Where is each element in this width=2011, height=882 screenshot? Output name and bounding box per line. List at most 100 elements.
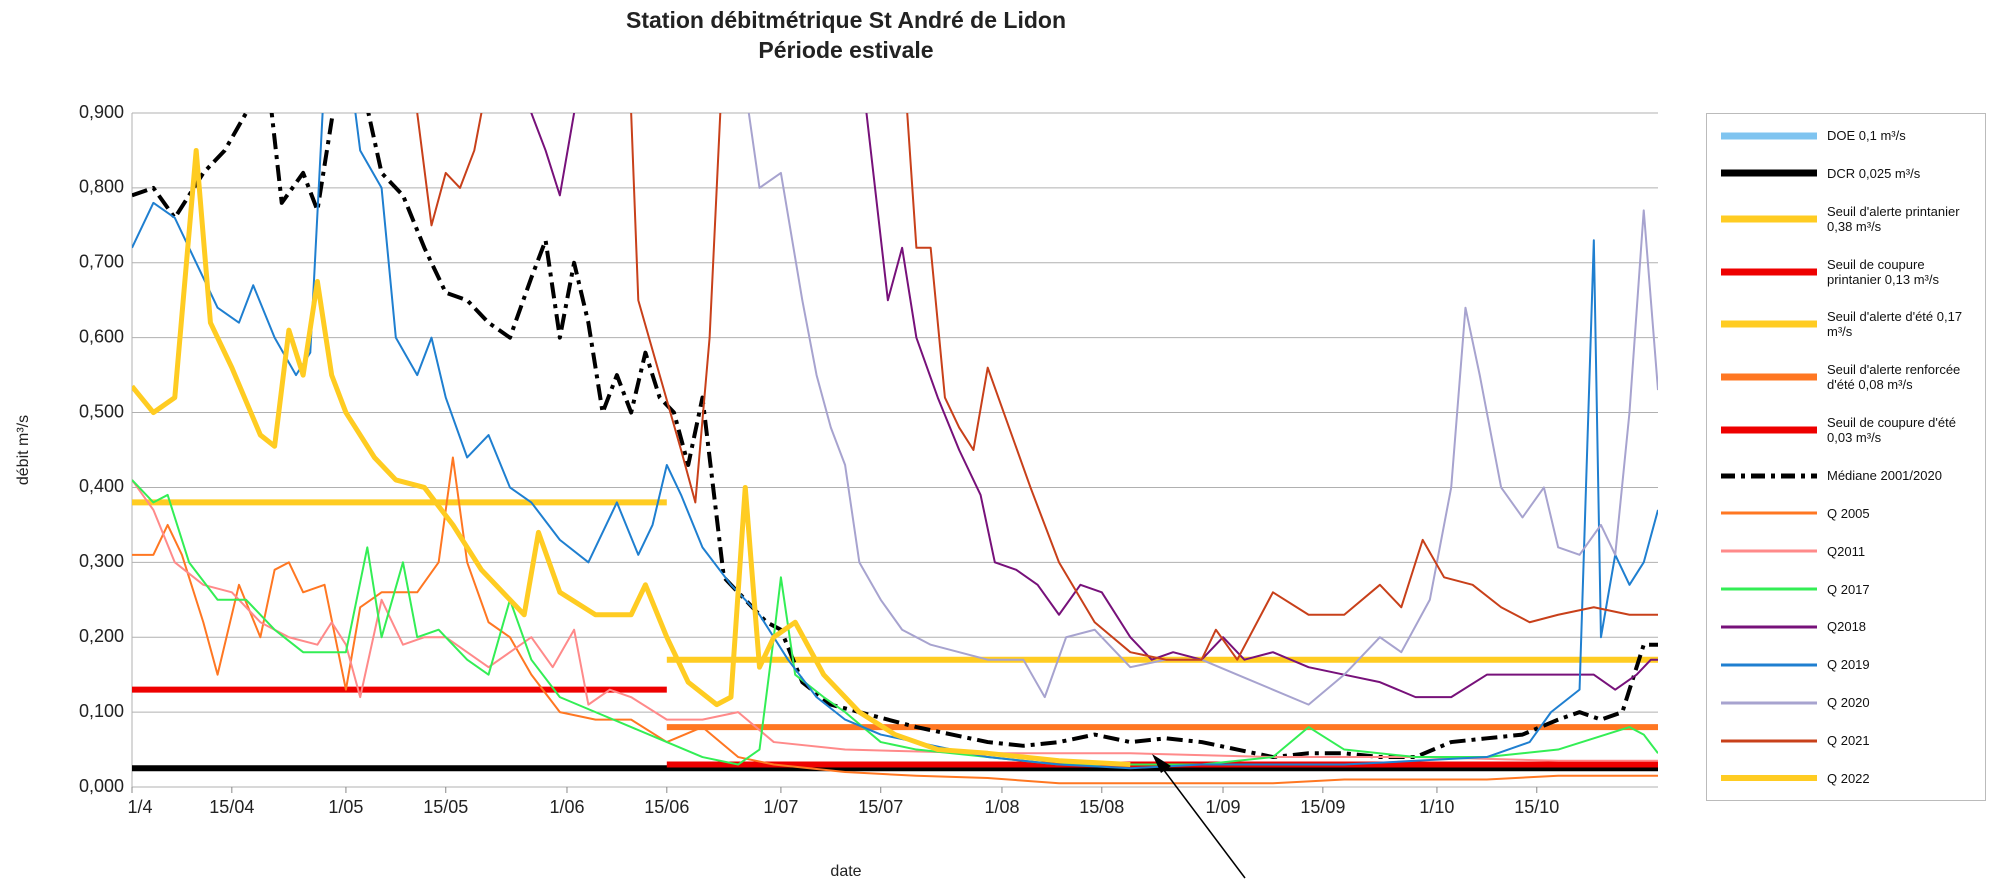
legend-swatch <box>1717 372 1821 382</box>
legend-label: Seuil d'alerte printanier 0,38 m³/s <box>1827 203 1960 234</box>
legend-label: Seuil de coupure d'été 0,03 m³/s <box>1827 415 1956 446</box>
x-tick-label: 1/4 <box>127 797 152 817</box>
legend-swatch <box>1717 319 1821 329</box>
x-tick-label: 1/08 <box>984 797 1019 817</box>
grid: 0,000 0,100 0,200 0,300 0,400 0,500 0,600 0,700… <box>79 102 1658 817</box>
legend-item: Seuil de coupure d'été 0,03 m³/s <box>1717 415 1979 445</box>
legend-label: Q 2022 <box>1827 770 1870 786</box>
legend-item: Q2018 <box>1717 619 1979 634</box>
legend-item: Q 2021 <box>1717 733 1979 748</box>
y-tick-label: 0,200 <box>79 626 124 646</box>
legend-swatch <box>1717 773 1821 783</box>
swatch <box>1721 587 1817 591</box>
x-tick-label: 15/07 <box>858 797 903 817</box>
x-tick-label: 15/08 <box>1079 797 1124 817</box>
y-tick-label: 0,000 <box>79 776 124 796</box>
swatch <box>1721 473 1817 479</box>
swatch <box>1721 549 1817 553</box>
plot-lines <box>132 113 1658 785</box>
legend-item: Seuil d'alerte d'été 0,17 m³/s <box>1717 309 1979 339</box>
legend-swatch <box>1717 698 1821 708</box>
legend-item: DCR 0,025 m³/s <box>1717 166 1979 181</box>
swatch <box>1721 268 1817 276</box>
y-tick-label: 0,900 <box>79 102 124 122</box>
y-tick-label: 0,500 <box>79 401 124 421</box>
legend-item: Q 2020 <box>1717 695 1979 710</box>
legend-swatch <box>1717 660 1821 670</box>
swatch <box>1721 511 1817 515</box>
legend-item: Q 2017 <box>1717 582 1979 597</box>
swatch <box>1721 426 1817 434</box>
legend-item: Seuil d'alerte renforcée d'été 0,08 m³/s <box>1717 362 1979 392</box>
x-tick-label: 15/05 <box>423 797 468 817</box>
x-tick-label: 1/05 <box>328 797 363 817</box>
series-line <box>132 147 1131 768</box>
legend-swatch <box>1717 471 1821 481</box>
y-tick-label: 0,100 <box>79 701 124 721</box>
legend-swatch <box>1717 168 1821 178</box>
series-line <box>747 113 1658 706</box>
legend-label: Q 2021 <box>1827 733 1870 749</box>
legend-label: Q2018 <box>1827 619 1867 635</box>
legend-item: Q2011 <box>1717 544 1979 559</box>
legend-label: Q2011 <box>1827 543 1866 559</box>
legend-item: Seuil de coupure printanier 0,13 m³/s <box>1717 257 1979 287</box>
series-line <box>132 456 1658 785</box>
legend-swatch <box>1717 425 1821 435</box>
legend: DOE 0,1 m³/s DCR 0,025 m³/s Seuil d'alerte… <box>1706 113 1986 801</box>
legend-item: Q 2022 <box>1717 771 1979 786</box>
x-tick-label: 1/07 <box>763 797 798 817</box>
x-tick-label: 1/06 <box>549 797 584 817</box>
swatch <box>1721 701 1817 705</box>
swatch <box>1721 169 1817 177</box>
legend-swatch <box>1717 584 1821 594</box>
swatch <box>1721 739 1817 743</box>
x-tick-label: 1/09 <box>1205 797 1240 817</box>
legend-item: Seuil d'alerte printanier 0,38 m³/s <box>1717 204 1979 234</box>
series-line <box>132 113 1658 760</box>
y-tick-label: 0,800 <box>79 177 124 197</box>
legend-label: Médiane 2001/2020 <box>1827 468 1942 484</box>
legend-label: Seuil d'alerte d'été 0,17 m³/s <box>1827 309 1963 340</box>
swatch <box>1721 320 1817 328</box>
chart-title: Station débitmétrique St André de Lidon <box>626 7 1066 33</box>
arrow-head <box>1152 754 1171 773</box>
series-line <box>530 113 1658 699</box>
swatch <box>1721 775 1817 782</box>
legend-label: Q 2019 <box>1827 657 1870 673</box>
legend-item: Q 2005 <box>1717 506 1979 521</box>
y-axis-label: débit m³/s <box>15 415 32 485</box>
legend-swatch <box>1717 131 1821 141</box>
y-tick-label: 0,700 <box>79 252 124 272</box>
legend-label: Q 2005 <box>1827 505 1870 521</box>
chart-subtitle: Période estivale <box>758 37 933 63</box>
swatch <box>1721 215 1817 223</box>
legend-swatch <box>1717 267 1821 277</box>
legend-swatch <box>1717 546 1821 556</box>
x-tick-label: 15/10 <box>1514 797 1559 817</box>
legend-label: DCR 0,025 m³/s <box>1827 165 1921 181</box>
swatch <box>1721 373 1817 381</box>
series-line <box>416 113 1658 661</box>
x-axis-label: date <box>830 863 861 880</box>
series-line <box>132 479 1658 766</box>
legend-swatch <box>1717 736 1821 746</box>
legend-item: DOE 0,1 m³/s <box>1717 128 1979 143</box>
x-tick-label: 15/09 <box>1300 797 1345 817</box>
annotation-arrow <box>1159 764 1246 879</box>
swatch <box>1721 132 1817 139</box>
legend-swatch <box>1717 622 1821 632</box>
legend-swatch <box>1717 508 1821 518</box>
y-tick-label: 0,600 <box>79 326 124 346</box>
swatch <box>1721 663 1817 667</box>
legend-item: Médiane 2001/2020 <box>1717 468 1979 483</box>
swatch <box>1721 625 1817 629</box>
x-tick-label: 15/04 <box>209 797 254 817</box>
legend-label: DOE 0,1 m³/s <box>1827 128 1906 143</box>
legend-swatch <box>1717 214 1821 224</box>
legend-label: Q 2020 <box>1827 695 1870 711</box>
legend-label: Seuil de coupure printanier 0,13 m³/s <box>1827 256 1939 287</box>
y-tick-label: 0,300 <box>79 551 124 571</box>
